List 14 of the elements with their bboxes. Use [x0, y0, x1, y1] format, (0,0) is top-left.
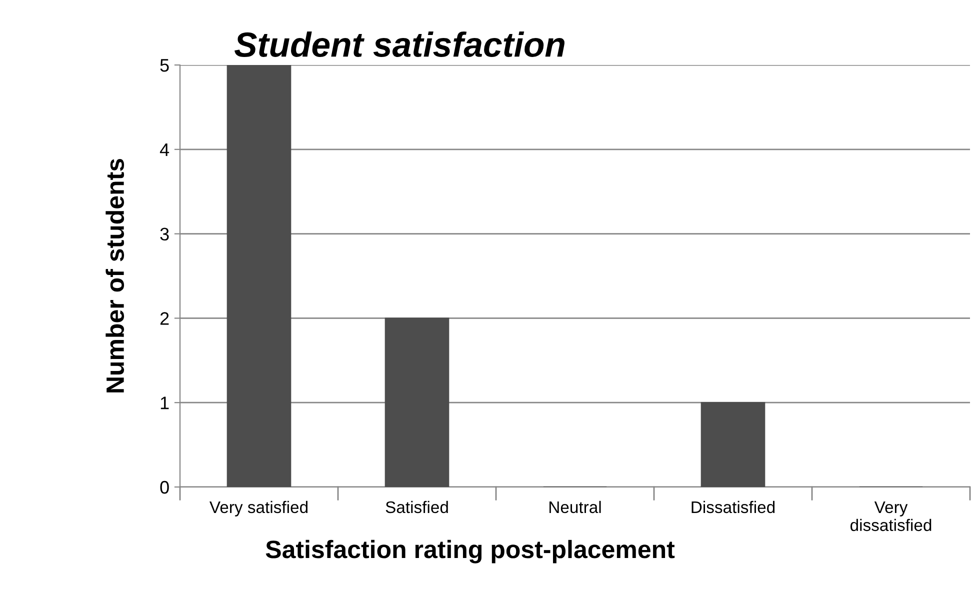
y-tick-label: 0	[160, 480, 169, 494]
y-tick-label: 1	[160, 396, 169, 410]
x-tick-label: Very dissatisfied	[850, 502, 932, 532]
x-tick-label: Neutral	[550, 500, 601, 514]
y-tick-label: 5	[160, 59, 169, 72]
chart-title: Student satisfaction	[234, 32, 564, 58]
y-axis-title: Number of students	[106, 158, 124, 392]
x-tick-label: Dissatisfied	[692, 500, 775, 514]
y-tick-label: 4	[160, 144, 170, 156]
y-tick-label: 3	[160, 228, 169, 241]
x-axis-title: Satisfaction rating post-placement	[266, 540, 675, 564]
x-tick-label: Satisfied	[386, 500, 448, 514]
x-tick-label: Very satisfied	[210, 500, 308, 516]
y-tick-label: 2	[160, 312, 169, 325]
